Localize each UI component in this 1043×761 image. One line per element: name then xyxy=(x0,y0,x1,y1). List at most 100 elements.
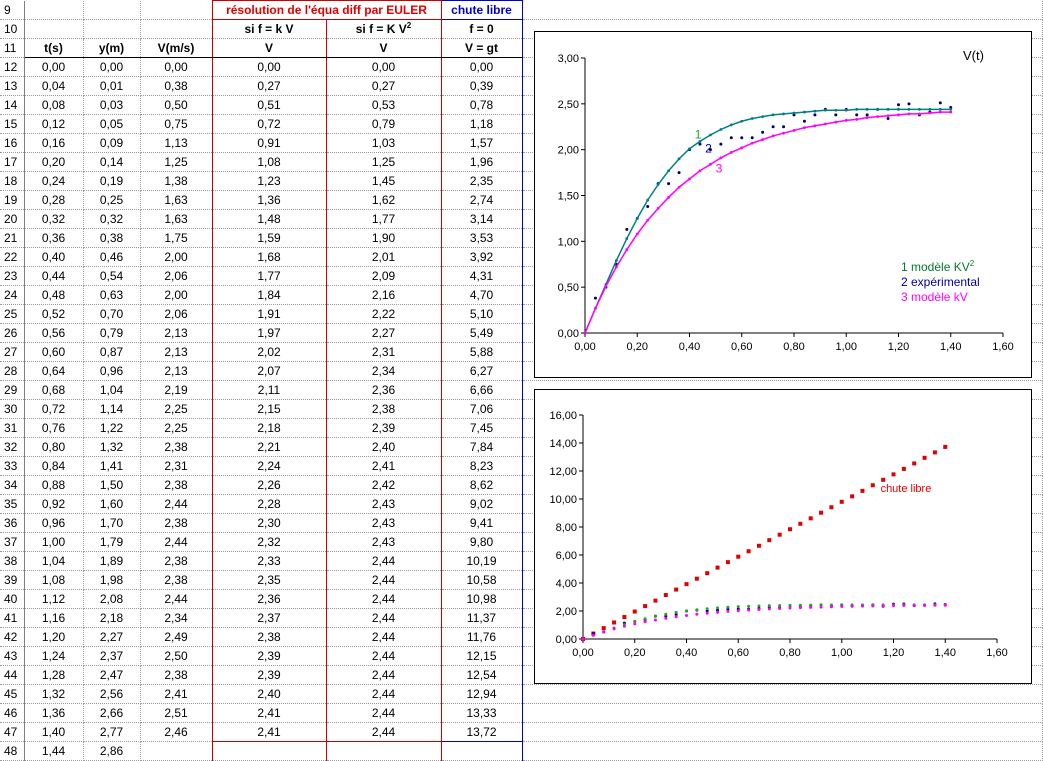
t-cell[interactable]: 1,40 xyxy=(24,722,84,742)
y-cell[interactable]: 1,22 xyxy=(83,418,141,438)
t-cell[interactable]: 1,04 xyxy=(24,551,84,571)
v-kv-cell[interactable]: 2,38 xyxy=(211,627,327,647)
v-gt-cell[interactable]: 12,54 xyxy=(440,665,523,685)
y-cell[interactable]: 1,32 xyxy=(83,437,141,457)
t-cell[interactable]: 1,28 xyxy=(24,665,84,685)
v-gt-cell[interactable]: 2,74 xyxy=(440,190,523,210)
y-cell[interactable]: 1,14 xyxy=(83,399,141,419)
y-cell[interactable]: 0,05 xyxy=(83,114,141,134)
t-cell[interactable]: 0,20 xyxy=(24,152,84,172)
v-exp-cell[interactable]: 2,46 xyxy=(140,722,213,742)
t-cell[interactable]: 1,36 xyxy=(24,703,84,723)
v-kv-cell[interactable]: 1,08 xyxy=(211,152,327,172)
row-number[interactable]: 36 xyxy=(0,513,25,533)
v-kv2-cell[interactable]: 0,53 xyxy=(326,95,442,115)
row-number[interactable]: 23 xyxy=(0,266,25,286)
row-number[interactable]: 29 xyxy=(0,380,25,400)
v-kv2-cell[interactable]: 2,44 xyxy=(326,627,442,647)
v-kv2-cell[interactable]: 0,27 xyxy=(326,76,442,96)
velocity-chart[interactable]: 0,00 0,50 1,00 1,50 2,00 2,50 3,00 0,00 0,20 0,40… xyxy=(534,31,1032,378)
t-cell[interactable]: 1,08 xyxy=(24,570,84,590)
t-cell[interactable]: 0,92 xyxy=(24,494,84,514)
v-kv-cell[interactable] xyxy=(211,741,327,761)
y-cell[interactable]: 0,00 xyxy=(83,57,141,77)
v-kv-cell[interactable]: 2,26 xyxy=(211,475,327,495)
t-cell[interactable]: 1,00 xyxy=(24,532,84,552)
v-kv2-header[interactable]: V xyxy=(326,38,442,58)
v-exp-cell[interactable]: 1,63 xyxy=(140,209,213,229)
v-kv-cell[interactable]: 2,39 xyxy=(211,665,327,685)
cond-f0[interactable]: f = 0 xyxy=(440,19,523,39)
v-kv2-cell[interactable]: 2,31 xyxy=(326,342,442,362)
y-cell[interactable]: 2,37 xyxy=(83,646,141,666)
v-kv2-cell[interactable]: 2,34 xyxy=(326,361,442,381)
cell[interactable] xyxy=(24,0,84,20)
row-number[interactable]: 10 xyxy=(0,19,25,39)
y-cell[interactable]: 2,18 xyxy=(83,608,141,628)
row-number[interactable]: 18 xyxy=(0,171,25,191)
row-number[interactable]: 24 xyxy=(0,285,25,305)
v-kv-cell[interactable]: 0,27 xyxy=(211,76,327,96)
y-cell[interactable]: 2,66 xyxy=(83,703,141,723)
v-exp-cell[interactable]: 1,75 xyxy=(140,228,213,248)
y-cell[interactable]: 1,50 xyxy=(83,475,141,495)
v-kv2-cell[interactable]: 2,44 xyxy=(326,551,442,571)
free-fall-chart[interactable]: 0,00 2,00 4,00 6,00 8,00 10,00 12,00 14,00 16,00… xyxy=(534,389,1032,684)
v-exp-cell[interactable]: 2,00 xyxy=(140,247,213,267)
v-kv2-cell[interactable]: 1,62 xyxy=(326,190,442,210)
row-number[interactable]: 42 xyxy=(0,627,25,647)
v-exp-cell[interactable] xyxy=(140,741,213,761)
row-number[interactable]: 33 xyxy=(0,456,25,476)
v-gt-cell[interactable]: 9,02 xyxy=(440,494,523,514)
t-cell[interactable]: 0,08 xyxy=(24,95,84,115)
row-number[interactable]: 28 xyxy=(0,361,25,381)
v-exp-cell[interactable]: 2,38 xyxy=(140,570,213,590)
v-gt-cell[interactable]: 10,19 xyxy=(440,551,523,571)
v-kv2-cell[interactable]: 2,16 xyxy=(326,285,442,305)
v-kv2-cell[interactable] xyxy=(326,741,442,761)
v-kv2-cell[interactable]: 2,43 xyxy=(326,532,442,552)
y-cell[interactable]: 0,01 xyxy=(83,76,141,96)
euler-title[interactable]: résolution de l'équa diff par EULER xyxy=(211,0,442,20)
v-kv-cell[interactable]: 2,33 xyxy=(211,551,327,571)
y-cell[interactable]: 0,38 xyxy=(83,228,141,248)
v-kv-cell[interactable]: 2,15 xyxy=(211,399,327,419)
v-exp-cell[interactable]: 0,00 xyxy=(140,57,213,77)
v-kv2-cell[interactable]: 1,45 xyxy=(326,171,442,191)
v-kv-header[interactable]: V xyxy=(211,38,327,58)
t-cell[interactable]: 0,60 xyxy=(24,342,84,362)
v-exp-cell[interactable]: 2,50 xyxy=(140,646,213,666)
row-number[interactable]: 39 xyxy=(0,570,25,590)
v-kv-cell[interactable]: 1,23 xyxy=(211,171,327,191)
t-cell[interactable]: 0,40 xyxy=(24,247,84,267)
v-kv-cell[interactable]: 2,41 xyxy=(211,703,327,723)
v-kv-cell[interactable]: 2,18 xyxy=(211,418,327,438)
row-number[interactable]: 41 xyxy=(0,608,25,628)
t-cell[interactable]: 0,64 xyxy=(24,361,84,381)
v-gt-header[interactable]: V = gt xyxy=(440,38,523,58)
cell[interactable] xyxy=(140,0,213,20)
y-cell[interactable]: 2,27 xyxy=(83,627,141,647)
y-cell[interactable]: 0,03 xyxy=(83,95,141,115)
v-kv-cell[interactable]: 2,40 xyxy=(211,684,327,704)
v-kv2-cell[interactable]: 0,00 xyxy=(326,57,442,77)
t-cell[interactable]: 0,12 xyxy=(24,114,84,134)
v-gt-cell[interactable]: 6,66 xyxy=(440,380,523,400)
v-gt-cell[interactable]: 3,92 xyxy=(440,247,523,267)
v-kv-cell[interactable]: 2,39 xyxy=(211,646,327,666)
v-kv-cell[interactable]: 0,00 xyxy=(211,57,327,77)
v-kv-cell[interactable]: 2,30 xyxy=(211,513,327,533)
cond-kv2[interactable]: si f = K V2 xyxy=(326,19,442,39)
v-gt-cell[interactable]: 0,00 xyxy=(440,57,523,77)
v-exp-cell[interactable]: 2,31 xyxy=(140,456,213,476)
y-cell[interactable]: 1,89 xyxy=(83,551,141,571)
v-kv-cell[interactable]: 2,36 xyxy=(211,589,327,609)
y-cell[interactable]: 0,14 xyxy=(83,152,141,172)
row-number[interactable]: 31 xyxy=(0,418,25,438)
row-number[interactable]: 13 xyxy=(0,76,25,96)
v-kv2-cell[interactable]: 2,42 xyxy=(326,475,442,495)
cell[interactable] xyxy=(522,722,1043,742)
y-cell[interactable]: 2,56 xyxy=(83,684,141,704)
v-kv-cell[interactable]: 0,51 xyxy=(211,95,327,115)
t-cell[interactable]: 0,28 xyxy=(24,190,84,210)
